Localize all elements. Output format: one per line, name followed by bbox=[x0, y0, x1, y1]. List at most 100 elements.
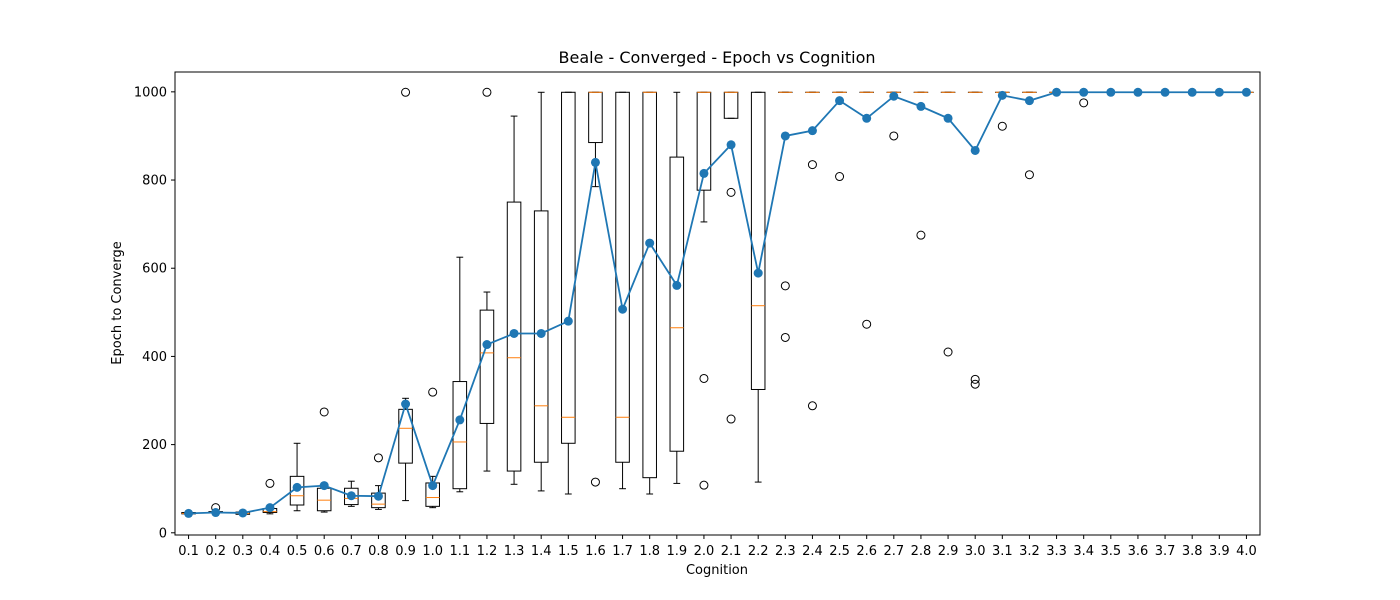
x-tick-label: 1.3 bbox=[504, 544, 525, 559]
box-1.8 bbox=[642, 91, 657, 495]
y-tick-label: 200 bbox=[142, 438, 167, 453]
box-1.5 bbox=[561, 91, 576, 495]
mean-point bbox=[1160, 87, 1170, 97]
outlier-point bbox=[807, 160, 817, 170]
y-tick-label: 0 bbox=[159, 526, 167, 541]
outlier-point bbox=[699, 373, 709, 383]
y-tick-label: 800 bbox=[142, 174, 167, 189]
mean-point bbox=[970, 145, 980, 155]
x-tick-label: 3.0 bbox=[965, 544, 986, 559]
outlier-point bbox=[970, 379, 980, 389]
mean-point bbox=[916, 101, 926, 111]
x-tick-label: 1.6 bbox=[585, 544, 606, 559]
mean-point bbox=[645, 238, 655, 248]
x-tick-label: 4.0 bbox=[1236, 544, 1257, 559]
box-2.0 bbox=[696, 91, 712, 490]
mean-point bbox=[1052, 87, 1062, 97]
x-tick-label: 1.7 bbox=[612, 544, 633, 559]
outlier-point bbox=[699, 480, 709, 490]
x-tick-label: 3.8 bbox=[1182, 544, 1203, 559]
mean-point bbox=[726, 140, 736, 150]
mean-point bbox=[618, 304, 628, 314]
mean-point bbox=[211, 508, 221, 518]
plot-area bbox=[181, 87, 1254, 518]
box-body bbox=[398, 408, 413, 464]
x-tick-label: 0.5 bbox=[287, 544, 308, 559]
outlier-point bbox=[807, 401, 817, 411]
x-tick-label: 0.9 bbox=[395, 544, 416, 559]
x-tick-label: 0.7 bbox=[341, 544, 362, 559]
box-body bbox=[452, 381, 468, 490]
x-tick-label: 0.3 bbox=[232, 544, 253, 559]
outlier-point bbox=[916, 230, 926, 240]
mean-point bbox=[1241, 87, 1251, 97]
x-tick-label: 1.4 bbox=[531, 544, 552, 559]
mean-point bbox=[807, 126, 817, 136]
mean-point bbox=[672, 280, 682, 290]
outlier-point bbox=[265, 478, 275, 488]
x-tick-label: 3.3 bbox=[1046, 544, 1067, 559]
x-tick-label: 2.6 bbox=[856, 544, 877, 559]
mean-point bbox=[346, 491, 356, 501]
box-body bbox=[750, 91, 766, 390]
x-axis-label: Cognition bbox=[686, 563, 748, 578]
x-tick-label: 0.4 bbox=[260, 544, 281, 559]
mean-point bbox=[482, 340, 492, 350]
box-2.9 bbox=[940, 91, 956, 357]
y-tick-label: 600 bbox=[142, 262, 167, 277]
outlier-point bbox=[428, 387, 438, 397]
x-tick-label: 1.8 bbox=[639, 544, 660, 559]
outlier-point bbox=[780, 281, 790, 291]
box-1.2 bbox=[479, 87, 495, 472]
x-tick-label: 2.1 bbox=[721, 544, 742, 559]
box-body bbox=[289, 475, 305, 506]
box-2.1 bbox=[723, 91, 739, 424]
box-body bbox=[561, 91, 576, 444]
chart-title: Beale - Converged - Epoch vs Cognition bbox=[559, 48, 876, 67]
outlier-point bbox=[482, 87, 492, 97]
mean-point bbox=[1024, 96, 1034, 106]
box-0.9 bbox=[398, 87, 413, 502]
mean-point bbox=[997, 90, 1007, 100]
x-tick-label: 3.9 bbox=[1209, 544, 1230, 559]
box-body bbox=[669, 156, 685, 452]
box-2.3 bbox=[778, 91, 793, 342]
x-tick-label: 1.2 bbox=[477, 544, 498, 559]
y-tick-label: 1000 bbox=[134, 85, 167, 100]
outlier-point bbox=[726, 187, 736, 197]
mean-point bbox=[509, 328, 519, 338]
box-3.0 bbox=[967, 91, 983, 389]
box-2.8 bbox=[913, 91, 929, 240]
box-body bbox=[533, 210, 549, 463]
x-tick-label: 3.4 bbox=[1073, 544, 1094, 559]
box-1.3 bbox=[506, 115, 522, 485]
outlier-point bbox=[726, 414, 736, 424]
plot-frame bbox=[174, 71, 1261, 536]
x-tick-label: 3.2 bbox=[1019, 544, 1040, 559]
mean-point bbox=[401, 399, 411, 409]
x-tick-label: 2.2 bbox=[748, 544, 769, 559]
box-body bbox=[316, 487, 332, 512]
box-2.6 bbox=[859, 91, 874, 329]
y-axis-label: Epoch to Converge bbox=[110, 241, 125, 364]
box-body bbox=[723, 91, 739, 119]
outlier-point bbox=[970, 374, 980, 384]
x-tick-label: 1.5 bbox=[558, 544, 579, 559]
x-tick-label: 1.1 bbox=[449, 544, 470, 559]
mean-point bbox=[699, 168, 709, 178]
outlier-point bbox=[401, 87, 411, 97]
x-tick-label: 3.1 bbox=[992, 544, 1013, 559]
outlier-point bbox=[1024, 170, 1034, 180]
mean-point bbox=[1106, 87, 1116, 97]
outlier-point bbox=[943, 347, 953, 357]
mean-point bbox=[184, 508, 194, 518]
box-0.6 bbox=[316, 407, 332, 513]
box-1.1 bbox=[452, 256, 468, 493]
mean-point bbox=[536, 328, 546, 338]
mean-point bbox=[292, 482, 302, 492]
box-2.5 bbox=[832, 91, 847, 182]
box-2.2 bbox=[750, 91, 766, 483]
outlier-point bbox=[1079, 98, 1089, 108]
box-3.2 bbox=[1022, 91, 1037, 180]
x-tick-label: 2.5 bbox=[829, 544, 850, 559]
